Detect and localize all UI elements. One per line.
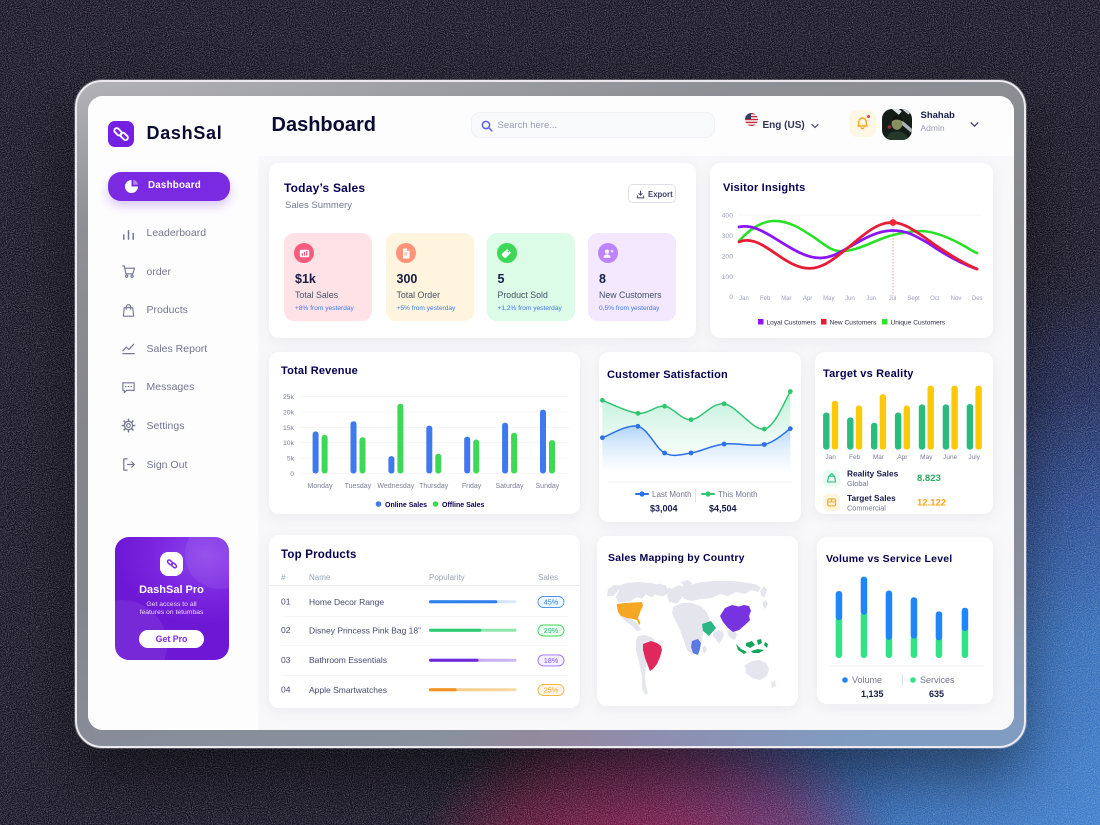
svg-text:Apr: Apr (803, 296, 812, 302)
svg-text:Online Sales: Online Sales (385, 502, 427, 509)
svg-text:100: 100 (722, 274, 734, 281)
svg-text:Global: Global (847, 479, 868, 488)
svg-text:May: May (823, 296, 834, 302)
svg-text:1,135: 1,135 (861, 689, 884, 699)
svg-text:Reality Sales: Reality Sales (847, 469, 899, 479)
svg-text:300: 300 (722, 233, 734, 240)
svg-text:0: 0 (290, 471, 294, 478)
svg-text:8.823: 8.823 (917, 473, 941, 484)
svg-text:Jun: Jun (845, 296, 855, 302)
svg-text:200: 200 (722, 254, 734, 261)
svg-text:20k: 20k (283, 409, 295, 416)
svg-text:$3,004: $3,004 (650, 504, 678, 514)
svg-text:Friday: Friday (462, 483, 482, 490)
svg-text:June: June (943, 454, 957, 461)
svg-text:Jul: Jul (889, 296, 897, 302)
svg-text:Offline Sales: Offline Sales (442, 502, 485, 509)
svg-text:This Month: This Month (718, 490, 758, 499)
svg-text:Tuesday: Tuesday (345, 483, 372, 490)
svg-text:5k: 5k (287, 456, 295, 463)
svg-text:Commercial: Commercial (847, 503, 886, 512)
svg-text:Home Decor Range: Home Decor Range (309, 597, 384, 607)
svg-text:Volume: Volume (852, 675, 882, 685)
svg-text:01: 01 (281, 597, 291, 607)
svg-text:Feb: Feb (849, 454, 861, 461)
svg-text:10k: 10k (283, 440, 295, 447)
svg-text:15k: 15k (283, 425, 295, 432)
svg-text:12.122: 12.122 (917, 497, 946, 508)
svg-text:Jun: Jun (866, 296, 876, 302)
svg-text:02: 02 (281, 625, 291, 635)
svg-text:Thursday: Thursday (419, 483, 449, 490)
svg-text:Loyal Customers: Loyal Customers (767, 320, 817, 327)
svg-text:Services: Services (920, 675, 955, 685)
svg-text:Feb: Feb (760, 296, 771, 302)
svg-text:Unique Customers: Unique Customers (891, 320, 946, 327)
svg-text:New Customers: New Customers (830, 320, 878, 327)
svg-text:July: July (968, 454, 980, 461)
svg-text:25%: 25% (544, 685, 559, 694)
svg-text:Disney Princess Pink Bag 18”: Disney Princess Pink Bag 18” (309, 625, 421, 635)
svg-text:Last Month: Last Month (652, 490, 692, 499)
svg-text:29%: 29% (544, 626, 559, 635)
svg-text:Wednesday: Wednesday (377, 483, 414, 490)
svg-text:#: # (281, 573, 286, 582)
svg-text:Sunday: Sunday (536, 483, 560, 490)
svg-text:$4,504: $4,504 (709, 504, 737, 514)
svg-text:Apr: Apr (897, 454, 908, 461)
svg-text:Bathroom Essentials: Bathroom Essentials (309, 655, 387, 665)
svg-text:May: May (920, 454, 933, 461)
svg-text:Oct: Oct (930, 296, 940, 302)
svg-text:25k: 25k (283, 394, 295, 401)
svg-text:Des: Des (972, 296, 983, 302)
svg-text:Target Sales: Target Sales (847, 493, 896, 503)
svg-text:0: 0 (729, 294, 733, 301)
svg-text:Monday: Monday (308, 483, 333, 490)
svg-text:Mar: Mar (781, 296, 791, 302)
svg-text:400: 400 (722, 213, 734, 220)
svg-text:Saturday: Saturday (495, 483, 524, 490)
svg-text:03: 03 (281, 655, 291, 665)
svg-text:18%: 18% (544, 656, 559, 665)
svg-text:Jan: Jan (739, 296, 749, 302)
svg-text:Name: Name (309, 573, 331, 582)
svg-text:Apple Smartwatches: Apple Smartwatches (309, 685, 387, 695)
svg-text:Nov: Nov (951, 296, 962, 302)
svg-text:635: 635 (929, 689, 944, 699)
svg-text:04: 04 (281, 685, 291, 695)
svg-text:Mar: Mar (873, 454, 885, 461)
svg-text:45%: 45% (544, 597, 559, 606)
svg-text:Sales: Sales (538, 573, 558, 582)
svg-text:Jan: Jan (825, 454, 836, 461)
svg-text:Popularity: Popularity (429, 573, 465, 582)
svg-text:Sept: Sept (907, 296, 920, 302)
